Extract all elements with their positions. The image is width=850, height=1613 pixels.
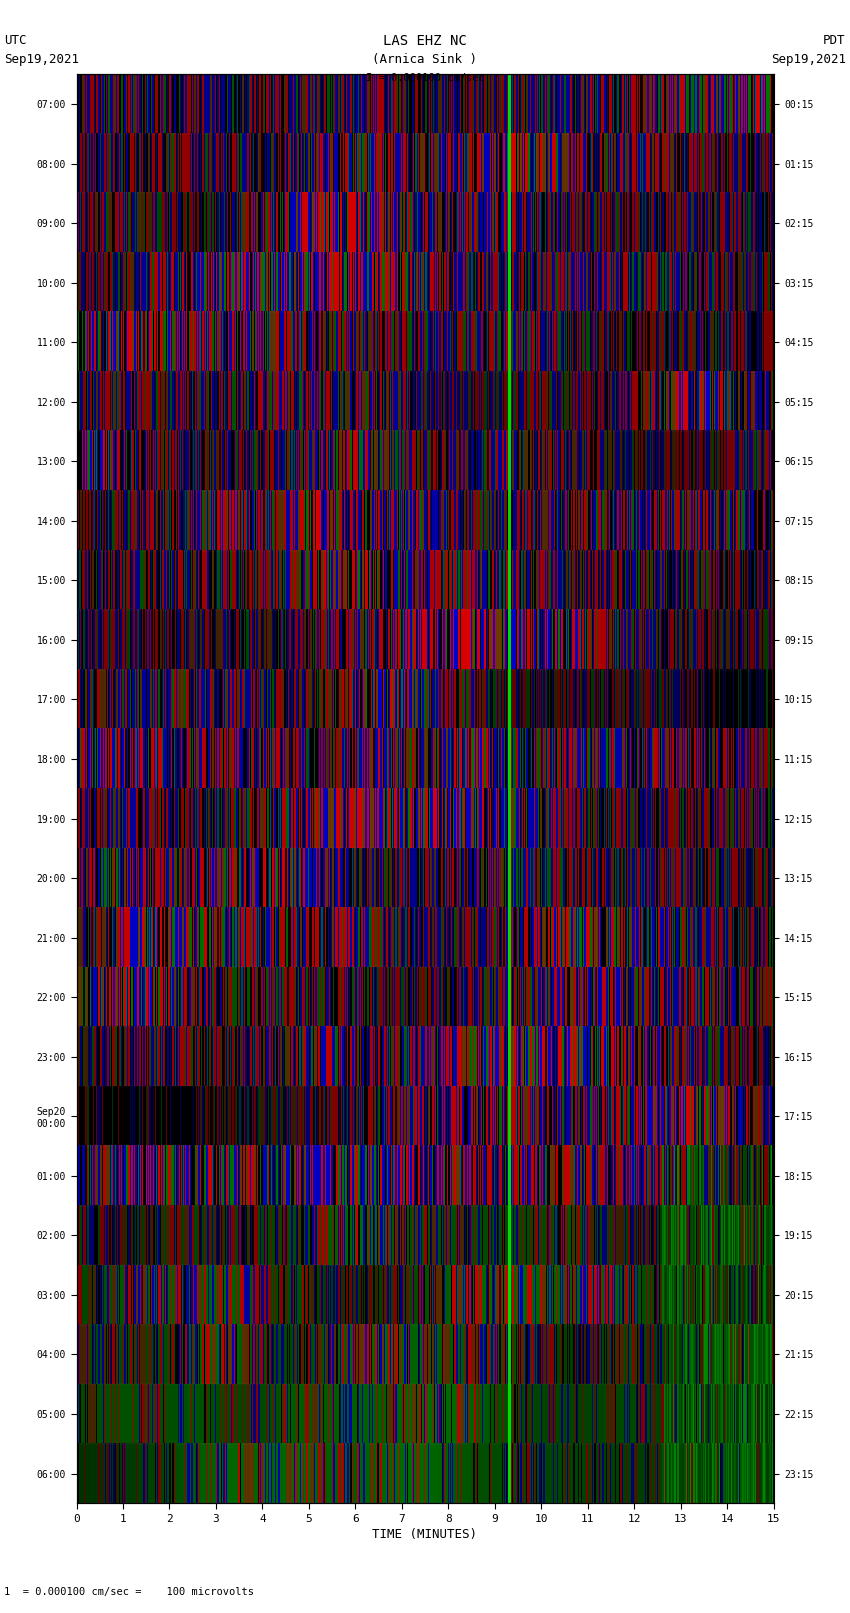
Text: Sep19,2021: Sep19,2021 <box>771 53 846 66</box>
Text: (Arnica Sink ): (Arnica Sink ) <box>372 53 478 66</box>
Text: I = 0.000100 cm/sec: I = 0.000100 cm/sec <box>366 73 484 82</box>
Text: LAS EHZ NC: LAS EHZ NC <box>383 34 467 48</box>
Text: UTC: UTC <box>4 34 26 47</box>
Text: PDT: PDT <box>824 34 846 47</box>
Text: Sep19,2021: Sep19,2021 <box>4 53 79 66</box>
X-axis label: TIME (MINUTES): TIME (MINUTES) <box>372 1528 478 1540</box>
Text: 1  = 0.000100 cm/sec =    100 microvolts: 1 = 0.000100 cm/sec = 100 microvolts <box>4 1587 254 1597</box>
